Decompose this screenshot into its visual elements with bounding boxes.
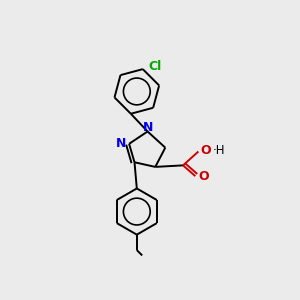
- Text: N: N: [116, 136, 127, 149]
- Text: N: N: [143, 121, 154, 134]
- Text: ·H: ·H: [212, 144, 225, 157]
- Text: O: O: [201, 144, 211, 157]
- Text: O: O: [198, 170, 209, 183]
- Text: Cl: Cl: [148, 60, 161, 73]
